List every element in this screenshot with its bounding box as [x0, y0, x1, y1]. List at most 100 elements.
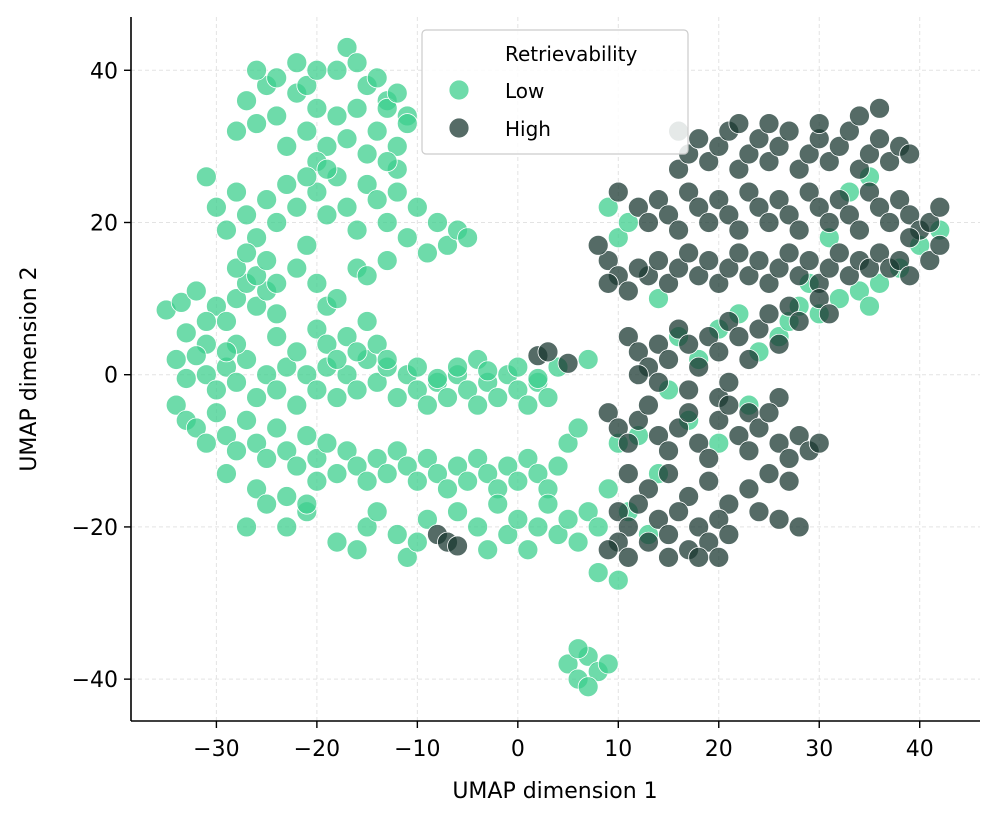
data-point-low: [597, 653, 619, 675]
data-point-high: [738, 349, 760, 370]
data-point-low: [346, 341, 368, 363]
data-point-low: [507, 508, 529, 530]
data-point-high: [738, 478, 760, 500]
data-point-high: [859, 143, 880, 165]
data-point-high: [627, 196, 649, 218]
data-point-low: [296, 425, 318, 446]
data-point-low: [517, 448, 539, 469]
data-point-low: [326, 463, 348, 485]
data-point-high: [758, 113, 780, 134]
data-point-high: [688, 128, 710, 150]
data-point-low: [597, 478, 619, 500]
data-point-high: [688, 432, 710, 454]
data-point-high: [627, 493, 649, 515]
data-point-high: [758, 212, 780, 233]
data-point-low: [336, 364, 358, 386]
data-point-low: [467, 448, 489, 469]
data-point-low: [537, 493, 559, 515]
data-point-low: [306, 470, 328, 492]
data-point-high: [859, 181, 880, 203]
data-point-high: [668, 158, 689, 180]
data-point-high: [748, 128, 770, 150]
data-point-high: [658, 349, 679, 370]
data-point-high: [788, 265, 810, 287]
data-point-low: [336, 196, 358, 218]
data-point-high: [688, 265, 710, 287]
data-point-high: [818, 303, 840, 325]
data-point-low: [416, 508, 438, 530]
data-point-high: [849, 158, 870, 180]
data-point-low: [346, 97, 368, 119]
data-point-low: [266, 212, 288, 233]
data-point-low: [170, 292, 192, 313]
data-point-low: [246, 432, 267, 454]
data-point-high: [838, 265, 860, 287]
data-point-low: [195, 364, 217, 386]
data-point-low: [226, 181, 247, 203]
data-point-high: [879, 212, 900, 233]
data-point-low: [356, 470, 378, 492]
data-point-low: [527, 368, 549, 389]
data-point-high: [638, 394, 659, 416]
data-point-low: [266, 326, 288, 348]
data-point-low: [457, 379, 478, 401]
data-point-high: [627, 341, 649, 363]
data-point-low: [477, 360, 499, 382]
data-point-low: [366, 333, 388, 355]
data-point-low: [607, 569, 629, 591]
data-point-low: [376, 250, 398, 271]
legend-label-low: Low: [505, 79, 544, 103]
data-point-low: [306, 97, 328, 119]
data-point-low: [266, 105, 288, 127]
data-point-low: [577, 676, 599, 698]
data-point-high: [849, 105, 870, 127]
data-point-high: [617, 326, 639, 348]
data-point-high: [648, 371, 669, 393]
data-point-low: [246, 387, 267, 408]
data-point-low: [326, 387, 348, 408]
data-point-low: [597, 196, 619, 218]
data-point-high: [658, 204, 679, 226]
data-point-low: [216, 341, 237, 363]
data-point-low: [256, 189, 278, 211]
data-point-low: [316, 204, 338, 226]
data-point-low: [406, 196, 428, 218]
data-point-high: [718, 311, 740, 332]
data-point-low: [195, 432, 217, 454]
data-point-low: [386, 524, 408, 545]
x-tick-label: 10: [604, 737, 632, 762]
data-point-high: [668, 318, 689, 340]
data-point-high: [808, 196, 830, 218]
data-point-low: [437, 234, 458, 256]
data-point-low: [467, 516, 489, 538]
data-point-high: [447, 535, 468, 557]
data-point-low: [216, 425, 237, 446]
data-point-high: [678, 486, 700, 507]
data-point-low: [276, 174, 298, 195]
data-point-high: [778, 120, 800, 142]
data-point-high: [798, 143, 820, 165]
data-point-low: [296, 234, 318, 256]
data-point-low: [487, 387, 509, 408]
data-point-low: [266, 417, 288, 439]
legend-marker-high: [448, 117, 470, 139]
data-point-high: [728, 113, 750, 134]
data-point-high: [758, 272, 780, 294]
data-point-low: [427, 212, 448, 233]
data-point-low: [165, 349, 187, 370]
data-point-low: [236, 516, 257, 538]
legend: Retrievability Low High: [421, 29, 689, 155]
data-point-low: [547, 455, 569, 477]
data-point-low: [849, 280, 870, 302]
data-point-high: [698, 212, 720, 233]
data-point-high: [668, 417, 689, 439]
data-point-high: [828, 135, 850, 157]
data-point-low: [487, 493, 509, 515]
y-ticks: −40 −20 0 20 40: [72, 59, 131, 693]
data-point-high: [557, 352, 579, 374]
data-points: [155, 37, 951, 698]
data-point-high: [788, 158, 810, 180]
data-point-low: [517, 539, 539, 561]
data-point-high: [768, 257, 790, 279]
